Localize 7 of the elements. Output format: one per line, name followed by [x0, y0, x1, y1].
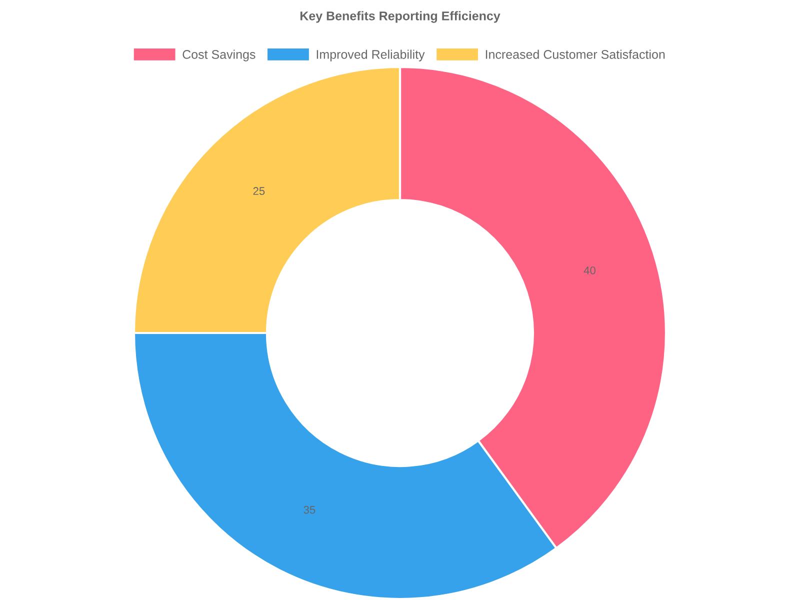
- legend-label: Improved Reliability: [316, 50, 425, 62]
- chart-title: Key Benefits Reporting Efficiency: [300, 11, 500, 23]
- legend-label: Cost Savings: [182, 50, 256, 62]
- legend-label: Increased Customer Satisfaction: [486, 50, 665, 59]
- data-label: 25: [253, 187, 265, 195]
- data-label: 40: [584, 266, 596, 274]
- data-label: 35: [304, 506, 316, 514]
